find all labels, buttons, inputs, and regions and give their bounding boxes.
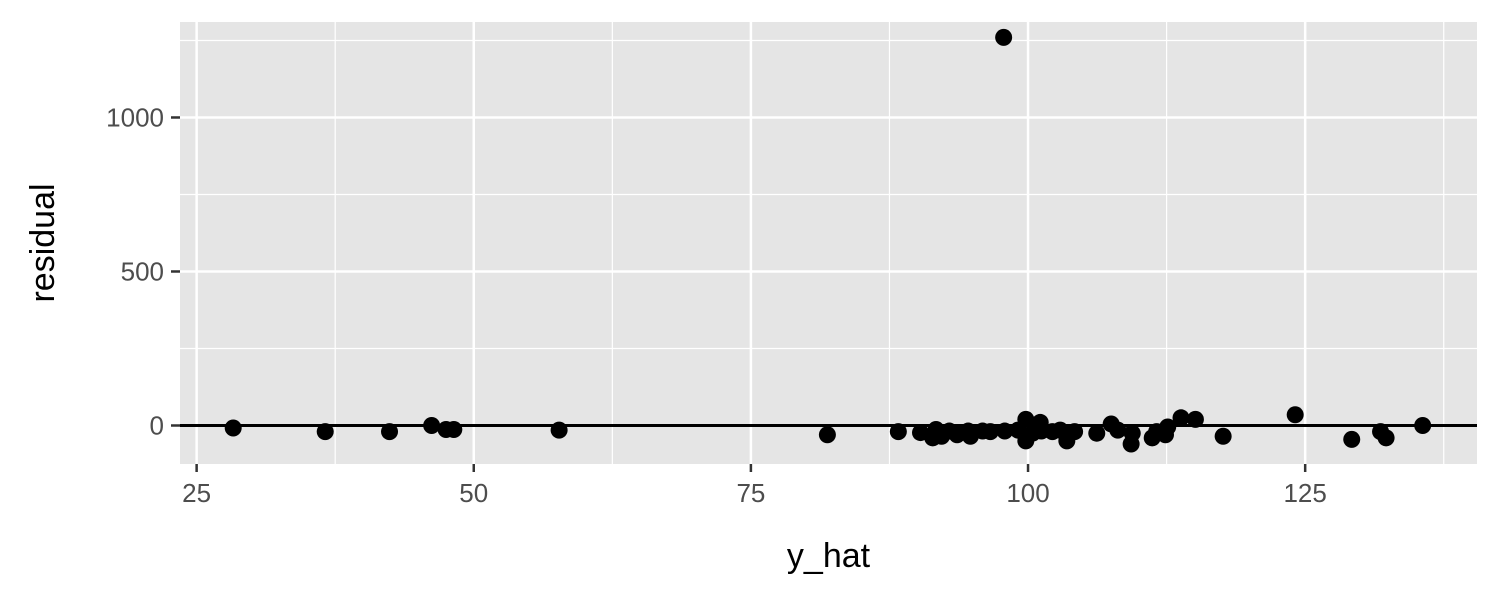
x-tick-label: 100: [1006, 478, 1049, 508]
minor-gridlines: [180, 22, 1477, 464]
y-axis: 0 500 1000: [106, 102, 180, 440]
data-point: [1066, 423, 1084, 441]
y-tick-label: 1000: [106, 102, 164, 132]
plot-panel: [180, 22, 1477, 464]
data-point: [1123, 424, 1141, 442]
data-points: [224, 28, 1432, 453]
x-tick-label: 50: [459, 478, 488, 508]
data-point: [423, 416, 441, 434]
data-point: [445, 421, 463, 439]
y-tick-label: 500: [121, 256, 164, 286]
x-axis-title: y_hat: [787, 537, 871, 575]
data-point: [889, 423, 907, 441]
data-point: [1343, 430, 1361, 448]
y-tick-label: 0: [150, 410, 164, 440]
data-point: [981, 423, 999, 441]
data-point: [1172, 409, 1190, 427]
data-point: [1109, 421, 1127, 439]
data-point: [1088, 424, 1106, 442]
data-point: [1186, 410, 1204, 428]
data-point: [1214, 427, 1232, 445]
data-point: [1017, 410, 1035, 428]
data-point: [1286, 406, 1304, 424]
data-point: [996, 422, 1014, 440]
data-point: [1414, 416, 1432, 434]
x-axis: 25 50 75 100 125: [182, 464, 1327, 508]
x-tick-label: 75: [736, 478, 765, 508]
data-point: [550, 421, 568, 439]
data-point: [1159, 418, 1177, 436]
data-point: [316, 423, 334, 441]
y-axis-title: residual: [24, 183, 62, 302]
data-point: [381, 423, 399, 441]
data-point: [1377, 429, 1395, 447]
data-point: [995, 28, 1013, 46]
data-point: [818, 426, 836, 444]
data-point: [224, 419, 242, 437]
x-tick-label: 25: [182, 478, 211, 508]
x-tick-label: 125: [1283, 478, 1326, 508]
